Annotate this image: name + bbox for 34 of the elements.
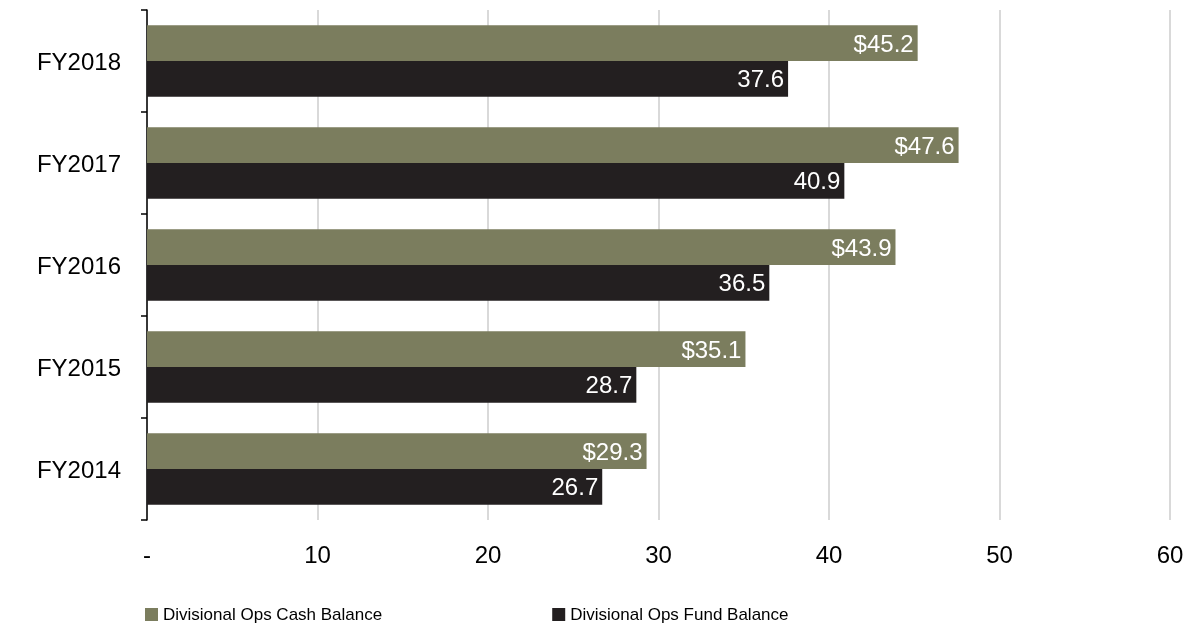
x-tick-label: 50 — [986, 540, 1013, 568]
bar — [147, 163, 845, 199]
data-label: $35.1 — [681, 335, 742, 363]
x-tick-label: 60 — [1156, 540, 1184, 568]
bar — [147, 127, 959, 163]
x-tick-label: 10 — [304, 540, 331, 568]
x-tick-label: - — [143, 540, 151, 568]
legend-label: Divisional Ops Fund Balance — [570, 605, 789, 624]
bar — [147, 433, 647, 469]
bar — [147, 469, 603, 505]
data-label: 28.7 — [585, 371, 633, 399]
data-label: 26.7 — [551, 473, 599, 501]
y-tick-label: FY2015 — [36, 353, 121, 381]
data-label: 37.6 — [737, 65, 785, 93]
bar — [147, 265, 770, 301]
x-tick-label: 40 — [815, 540, 843, 568]
data-label: $29.3 — [582, 437, 643, 465]
x-tick-label: 30 — [645, 540, 672, 568]
data-label: $45.2 — [853, 29, 914, 57]
y-tick-label: FY2016 — [36, 251, 121, 279]
bar — [147, 367, 637, 403]
y-tick-label: FY2018 — [36, 47, 121, 75]
bar — [147, 229, 896, 265]
data-label: 40.9 — [793, 167, 841, 195]
data-label: $43.9 — [831, 233, 892, 261]
legend-label: Divisional Ops Cash Balance — [163, 605, 383, 624]
x-tick-label: 20 — [474, 540, 502, 568]
data-label: $47.6 — [894, 131, 955, 159]
y-tick-label: FY2014 — [36, 455, 121, 483]
bar — [147, 61, 789, 97]
data-label: 36.5 — [718, 269, 766, 297]
bar — [147, 331, 746, 367]
bar — [147, 25, 918, 61]
y-tick-label: FY2017 — [36, 149, 121, 177]
